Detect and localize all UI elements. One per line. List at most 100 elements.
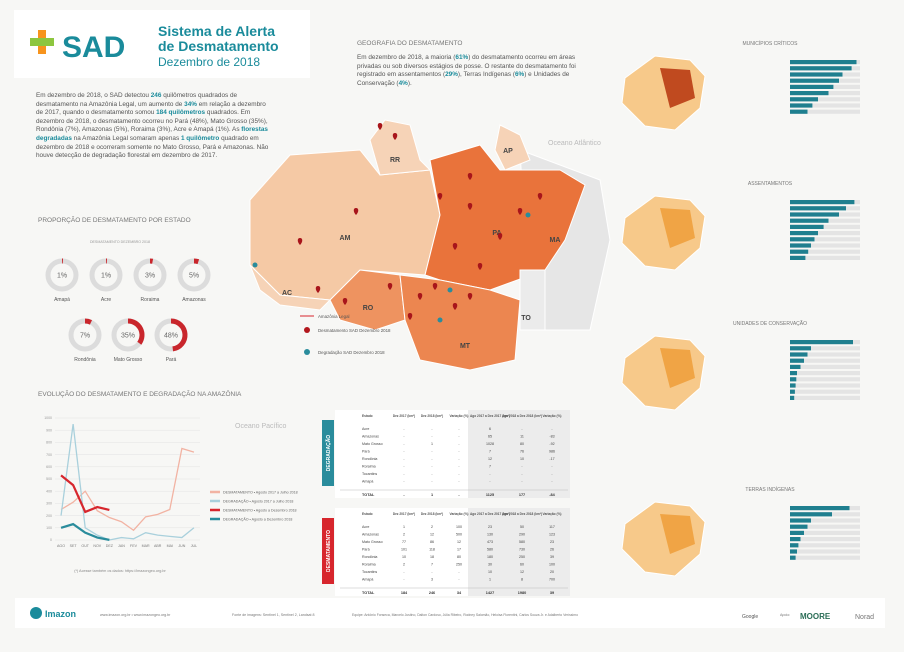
table-header: Dez 2017 (km²) [393, 414, 415, 418]
table-total: 177 [519, 493, 525, 497]
bar-track [790, 389, 860, 394]
legend-marker [304, 327, 310, 333]
bar [790, 218, 829, 223]
table-cell: - [403, 472, 405, 476]
deforestation-marker [467, 173, 473, 180]
table-total: - [403, 493, 405, 497]
table-cell: 12 [457, 540, 461, 544]
bar [790, 543, 799, 548]
degradation-marker [252, 262, 258, 268]
table-cell: - [403, 570, 405, 574]
panel-map-highlight [660, 348, 695, 388]
legend-label: Amazônia Legal [318, 314, 350, 319]
series-line [60, 522, 110, 541]
table-cell: 17 [457, 548, 461, 552]
table-cell: 80 [457, 555, 461, 559]
footer-text: www.imazon.org.br • www.imazongeo.org.br [100, 613, 171, 617]
table-cell: Pará [362, 450, 370, 454]
state-label: MT [460, 343, 471, 350]
x-tick-label: NOV [93, 544, 101, 548]
bar-track [790, 549, 860, 554]
bar [790, 377, 797, 382]
x-tick-label: OUT [81, 544, 89, 548]
table-cell: - [431, 450, 433, 454]
table-cell: 2 [403, 563, 405, 567]
table-header: Variação (%) [450, 414, 469, 418]
table-cell: 10 [402, 555, 406, 559]
bar [790, 518, 811, 523]
table-cell: 30 [488, 563, 492, 567]
bar [790, 243, 811, 248]
table-cell: - [403, 480, 405, 484]
table-cell: 580 [487, 548, 493, 552]
table-cell: 250 [456, 563, 462, 567]
bar [790, 549, 797, 554]
bar [790, 66, 852, 71]
y-tick-label: 900 [46, 428, 52, 432]
table-header: Dez 2017 (km²) [393, 512, 415, 516]
table-cell: - [489, 472, 491, 476]
panel-title: UNIDADES DE CONSERVAÇÃO [733, 320, 807, 327]
text-run: 34% [184, 100, 197, 108]
bar-track [790, 346, 860, 351]
table-cell: 60 [520, 563, 524, 567]
bar [790, 506, 850, 511]
table-header: Dez 2018 (km²) [421, 512, 443, 516]
x-tick-label: MAR [142, 544, 150, 548]
table-cell: 473 [487, 540, 493, 544]
bar [790, 206, 846, 211]
table-cell: - [521, 427, 523, 431]
legend-label: DEGRADAÇÃO • Agosto a Dezembro 2018 [223, 516, 292, 521]
title: de Desmatamento [158, 38, 279, 54]
bar [790, 84, 834, 89]
table-cell: Amapá [362, 578, 373, 582]
table-highlight [468, 508, 570, 596]
bar [790, 109, 808, 114]
deforestation-marker [432, 283, 438, 290]
table-cell: - [431, 435, 433, 439]
y-tick-label: 500 [46, 477, 52, 481]
panel-map-highlight [660, 514, 695, 554]
donut-label: 1% [57, 273, 67, 280]
side-label: DESMATAMENTO [326, 530, 332, 572]
text-run: 184 quilômetros [156, 109, 206, 117]
table-cell: 500 [456, 533, 462, 537]
text-run: ) do desmatamento ocorreu em áreas priva… [357, 54, 576, 79]
bar-track [790, 352, 860, 357]
text-run: Em dezembro de 2018, o SAD detectou [36, 92, 151, 99]
bar-track [790, 109, 860, 114]
deforestation-marker [342, 298, 348, 305]
table-cell: 10 [520, 457, 524, 461]
table-cell: 2 [403, 533, 405, 537]
table-cell: - [403, 435, 405, 439]
side-tab [322, 420, 334, 486]
state-label: PA [492, 230, 501, 237]
state-shape [399, 274, 521, 371]
table-header: Variação (%) [543, 414, 562, 418]
side-label: DEGRADAÇÃO [325, 435, 332, 472]
bar-track [790, 537, 860, 542]
degradation-marker [447, 287, 453, 293]
table-total: TOTAL [362, 493, 375, 497]
legend-label: Degradação SAD Dezembro 2018 [318, 350, 385, 355]
table-cell: - [431, 465, 433, 469]
title: Sistema de Alerta [158, 23, 275, 39]
text-run: 4% [398, 79, 408, 87]
table-cell: Rondônia [362, 457, 377, 461]
footer-text: Apoio: [780, 613, 790, 617]
state-label: MA [550, 237, 561, 244]
table-cell: 3 [431, 578, 433, 582]
deforestation-marker [417, 293, 423, 300]
table-cell: - [458, 457, 460, 461]
bar [790, 383, 796, 388]
table-cell: - [521, 465, 523, 469]
donut-arc [127, 318, 145, 345]
partner: MOORE [800, 612, 831, 621]
table-cell: Roraima [362, 563, 376, 567]
table-cell: 7 [489, 450, 491, 454]
table-cell: Amapá [362, 480, 373, 484]
header-box [14, 10, 310, 78]
table-cell: 6 [489, 427, 491, 431]
table-cell: - [458, 570, 460, 574]
deforestation-marker [517, 208, 523, 215]
